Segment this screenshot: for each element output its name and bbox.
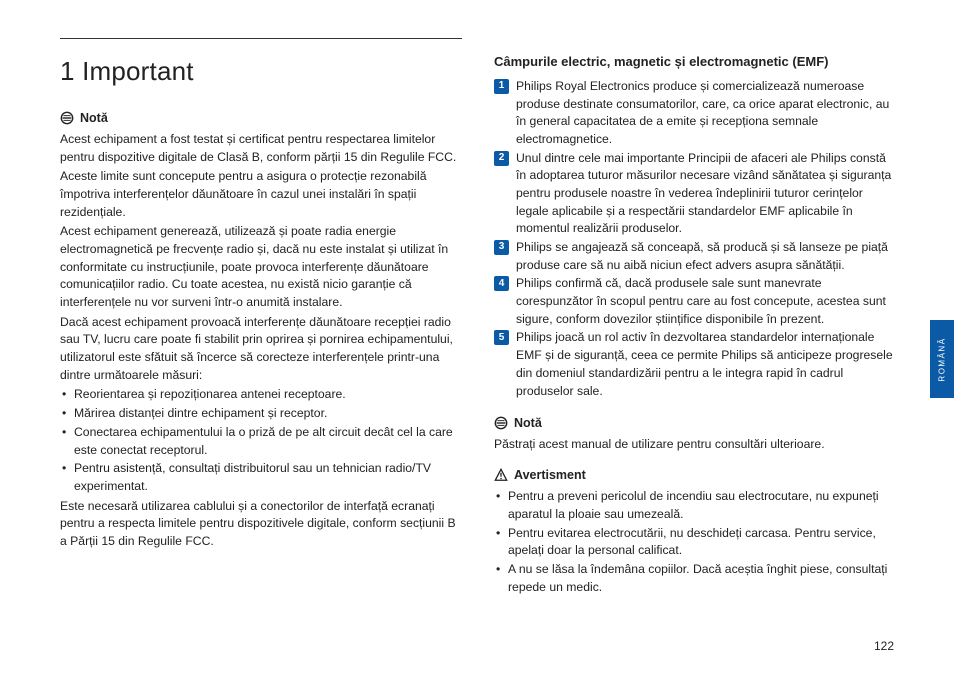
columns: 1 Important Notă Acest echipament a fost… — [60, 53, 894, 598]
page: 1 Important Notă Acest echipament a fost… — [0, 0, 954, 675]
number-badge: 1 — [494, 79, 509, 94]
para: Este necesară utilizarea cablului și a c… — [60, 498, 460, 551]
number-badge: 4 — [494, 276, 509, 291]
list-item: 1 Philips Royal Electronics produce și co… — [494, 78, 894, 149]
para: Dacă acest echipament provoacă interfere… — [60, 314, 460, 385]
para: Acest echipament a fost testat și certif… — [60, 131, 460, 166]
number-badge: 3 — [494, 240, 509, 255]
list-item: Conectarea echipamentului la o priză de … — [74, 424, 460, 459]
emf-heading: Câmpurile electric, magnetic și electrom… — [494, 53, 894, 72]
para: Aceste limite sunt concepute pentru a as… — [60, 168, 460, 221]
top-rule — [60, 38, 462, 39]
list-text: Philips joacă un rol activ în dezvoltare… — [516, 330, 893, 397]
note-heading: Notă — [494, 414, 894, 432]
list-item: 4 Philips confirmă că, dacă produsele sal… — [494, 275, 894, 328]
list-text: Unul dintre cele mai importante Principi… — [516, 151, 891, 236]
note-heading: Notă — [60, 109, 460, 127]
list-item: 5 Philips joacă un rol activ în dezvoltar… — [494, 329, 894, 400]
list-item: Mărirea distanței dintre echipament și r… — [74, 405, 460, 423]
language-tab: ROMÂNĂ — [930, 320, 954, 398]
list-item: Reorientarea și repoziționarea antenei r… — [74, 386, 460, 404]
section-title: 1 Important — [60, 53, 460, 91]
number-badge: 2 — [494, 151, 509, 166]
note-label: Notă — [80, 109, 108, 127]
spacer — [494, 456, 894, 466]
note-icon — [494, 416, 508, 430]
list-text: Philips Royal Electronics produce și com… — [516, 79, 889, 146]
list-item: Pentru asistență, consultați distribuito… — [74, 460, 460, 495]
list-item: A nu se lăsa la îndemâna copiilor. Dacă … — [508, 561, 894, 596]
number-badge: 5 — [494, 330, 509, 345]
right-column: Câmpurile electric, magnetic și electrom… — [494, 53, 894, 598]
para: Acest echipament generează, utilizează ș… — [60, 223, 460, 311]
numbered-list: 1 Philips Royal Electronics produce și co… — [494, 78, 894, 400]
para: Păstrați acest manual de utilizare pentr… — [494, 436, 894, 454]
bullet-list: Reorientarea și repoziționarea antenei r… — [60, 386, 460, 495]
list-item: 3 Philips se angajează să conceapă, să pr… — [494, 239, 894, 274]
warning-icon — [494, 468, 508, 482]
list-text: Philips confirmă că, dacă produsele sale… — [516, 276, 886, 325]
page-number: 122 — [874, 639, 894, 653]
list-text: Philips se angajează să conceapă, să pro… — [516, 240, 888, 272]
note-label: Notă — [514, 414, 542, 432]
language-tab-label: ROMÂNĂ — [938, 337, 947, 381]
left-column: 1 Important Notă Acest echipament a fost… — [60, 53, 460, 598]
list-item: 2 Unul dintre cele mai importante Princip… — [494, 150, 894, 238]
warning-label: Avertisment — [514, 466, 586, 484]
note-icon — [60, 111, 74, 125]
list-item: Pentru evitarea electrocutării, nu desch… — [508, 525, 894, 560]
list-item: Pentru a preveni pericolul de incendiu s… — [508, 488, 894, 523]
bullet-list: Pentru a preveni pericolul de incendiu s… — [494, 488, 894, 596]
warning-heading: Avertisment — [494, 466, 894, 484]
